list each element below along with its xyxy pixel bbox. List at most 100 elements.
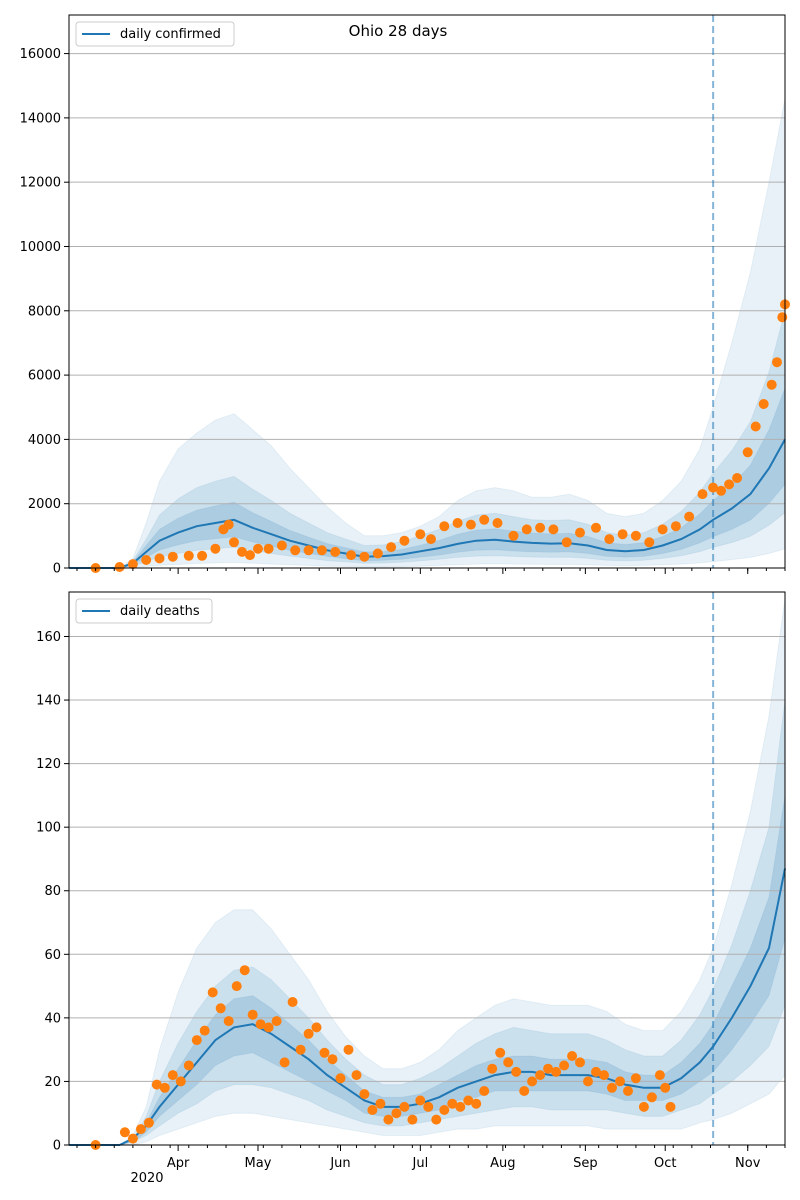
observed-point xyxy=(151,1079,162,1090)
observed-point xyxy=(399,535,410,546)
observed-point xyxy=(471,1098,482,1109)
observed-point xyxy=(199,1025,210,1036)
observed-point xyxy=(119,1127,130,1138)
x-tick-label: Sep xyxy=(573,1156,598,1171)
y-tick-label: 40 xyxy=(44,1011,61,1026)
x-year-label: 2020 xyxy=(130,1171,163,1186)
observed-point xyxy=(399,1101,410,1112)
confirmed-legend: daily confirmed xyxy=(75,21,235,47)
observed-point xyxy=(487,1063,498,1074)
y-tick-label: 2000 xyxy=(28,497,61,512)
observed-point xyxy=(255,1019,266,1030)
observed-point xyxy=(375,1098,386,1109)
observed-point xyxy=(207,987,218,998)
y-tick-label: 0 xyxy=(53,1139,61,1154)
band-inner xyxy=(69,795,786,1146)
observed-point xyxy=(303,545,314,556)
observed-point xyxy=(617,529,628,540)
observed-point xyxy=(359,551,370,562)
observed-point xyxy=(479,1086,490,1096)
confirmed-observed-points xyxy=(90,299,790,573)
deaths-legend: daily deaths xyxy=(75,598,213,624)
deaths-y-ticks: 0 20 40 60 80 100 120 140 160 xyxy=(36,630,69,1154)
observed-point xyxy=(127,1133,138,1144)
observed-point xyxy=(276,540,287,551)
observed-point xyxy=(343,1044,354,1055)
observed-point xyxy=(231,981,242,992)
observed-point xyxy=(463,1095,474,1106)
observed-point xyxy=(415,1095,426,1106)
confirmed-y-ticks: 0 2000 4000 6000 8000 10000 12000 14000 16000 xyxy=(20,47,69,577)
observed-point xyxy=(183,550,194,561)
observed-point xyxy=(431,1114,442,1125)
y-tick-label: 0 xyxy=(53,562,61,577)
observed-point xyxy=(583,1076,593,1087)
observed-point xyxy=(766,379,777,390)
observed-point xyxy=(311,1022,322,1033)
observed-point xyxy=(247,1009,258,1020)
y-tick-label: 6000 xyxy=(28,369,61,384)
observed-point xyxy=(359,1089,370,1100)
observed-point xyxy=(623,1086,633,1096)
observed-point xyxy=(386,542,397,553)
observed-point xyxy=(708,482,719,493)
observed-point xyxy=(167,551,178,562)
observed-point xyxy=(503,1057,514,1068)
observed-point xyxy=(319,1047,330,1058)
observed-point xyxy=(423,1101,434,1112)
y-tick-label: 120 xyxy=(36,757,61,772)
observed-point xyxy=(183,1060,194,1071)
confirmed-median-line xyxy=(69,438,786,569)
observed-point xyxy=(495,1047,506,1058)
observed-point xyxy=(159,1082,170,1093)
observed-point xyxy=(591,522,601,533)
observed-point xyxy=(479,514,490,525)
x-tick-label: Oct xyxy=(654,1156,676,1171)
observed-point xyxy=(465,519,476,530)
observed-point xyxy=(591,1066,601,1077)
observed-point xyxy=(127,559,138,570)
observed-point xyxy=(367,1105,378,1115)
deaths-x-ticks: Apr May Jun Jul Aug Sep Oct Nov xyxy=(76,1145,786,1171)
observed-point xyxy=(644,537,655,548)
observed-point xyxy=(407,1114,418,1125)
band-outer xyxy=(69,98,786,569)
confirmed-legend-label: daily confirmed xyxy=(120,27,221,42)
y-tick-label: 140 xyxy=(36,694,61,709)
observed-point xyxy=(290,545,301,556)
observed-point xyxy=(223,1016,234,1027)
y-tick-label: 16000 xyxy=(20,47,61,62)
observed-point xyxy=(167,1070,178,1081)
deaths-observed-points xyxy=(90,965,676,1150)
observed-point xyxy=(630,530,641,541)
observed-point xyxy=(415,529,426,540)
observed-point xyxy=(646,1092,657,1103)
observed-point xyxy=(508,530,519,541)
observed-point xyxy=(599,1070,609,1081)
x-tick-label: Nov xyxy=(735,1156,761,1171)
observed-point xyxy=(492,518,503,528)
observed-point xyxy=(447,1098,458,1109)
observed-point xyxy=(295,1044,306,1055)
observed-point xyxy=(559,1060,570,1071)
observed-point xyxy=(716,485,727,496)
chart-title: Ohio 28 days xyxy=(349,22,448,40)
x-tick-label: May xyxy=(245,1156,272,1171)
observed-point xyxy=(551,1066,562,1077)
observed-point xyxy=(630,1073,641,1084)
x-tick-label: Apr xyxy=(167,1156,190,1171)
x-tick-label: Jun xyxy=(329,1156,350,1171)
observed-point xyxy=(604,534,615,545)
observed-point xyxy=(141,555,152,565)
observed-point xyxy=(372,548,383,559)
confirmed-uncertainty-bands xyxy=(69,98,786,569)
observed-point xyxy=(391,1108,402,1119)
y-tick-label: 80 xyxy=(44,884,61,899)
observed-point xyxy=(346,550,357,561)
observed-point xyxy=(750,421,761,432)
observed-point xyxy=(684,511,695,522)
observed-point xyxy=(383,1114,394,1125)
observed-point xyxy=(607,1082,617,1093)
y-tick-label: 60 xyxy=(44,948,61,963)
y-tick-label: 160 xyxy=(36,630,61,645)
